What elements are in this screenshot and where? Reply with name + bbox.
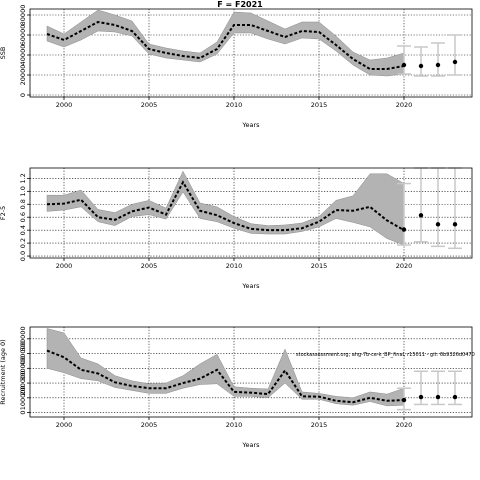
x-tick-label: 2020 [396,101,413,109]
x-axis-label: Years [241,441,260,449]
y-axis-label: F2-5 [0,206,7,220]
x-tick-label: 2020 [396,262,413,270]
median-line [46,349,405,404]
y-tick-label: 300000 [19,356,27,381]
y-tick-label: 200000 [19,371,27,396]
y-tick-label: 0.6 [19,212,27,222]
projection-point [435,222,441,227]
y-tick-label: 100000 [19,385,27,410]
y-tick-label: 60000 [19,25,27,46]
y-axis-label: Recruitment (age 0) [0,339,7,404]
median-line [46,20,405,70]
y-tick-label: 20000 [19,65,27,86]
projection-point [435,62,441,68]
y-tick-label: 1.0 [19,186,27,196]
x-tick-label: 2000 [56,101,73,109]
plot-frame [29,8,473,98]
x-axis-label: Years [241,282,260,290]
projection-point [401,62,407,68]
x-tick-label: 2010 [226,101,243,109]
x-tick-label: 2015 [311,262,328,270]
x-tick-label: 2010 [226,421,243,429]
median-line [46,180,405,232]
y-tick-label: 0.8 [19,199,27,209]
x-tick-label: 2005 [141,421,158,429]
projection-point [435,394,441,400]
projection-point [452,59,458,65]
x-axis-label: Years [241,121,260,129]
plot-frame [29,167,473,259]
y-tick-label: 0.4 [19,225,27,235]
x-tick-label: 2015 [311,421,328,429]
page-title: F = F2021 [217,0,263,9]
y-tick-label: 1.2 [19,173,27,183]
confidence-band [46,9,405,77]
x-tick-label: 2005 [141,101,158,109]
confidence-band [46,328,405,407]
x-tick-label: 2005 [141,262,158,270]
y-tick-label: 0 [19,93,27,97]
y-tick-label: 0.2 [19,238,27,248]
y-tick-label: 0 [19,411,27,415]
projection-point [401,397,407,403]
y-tick-label: 0.0 [19,251,27,261]
annotation-text: stockassessment.org, ahg-7b-ce-k_BP_fina… [296,352,475,358]
x-tick-label: 2000 [56,262,73,270]
y-tick-label: 400000 [19,341,27,366]
y-tick-label: 80000 [19,5,27,26]
projection-point [452,394,458,400]
projection-point [418,213,424,218]
projection-point [401,227,407,232]
projection-point [452,222,458,227]
confidence-band [46,170,405,246]
projection-point [418,394,424,400]
projection-point [418,63,424,69]
y-tick-label: 40000 [19,45,27,66]
x-tick-label: 2015 [311,101,328,109]
plot-frame [29,326,473,418]
x-tick-label: 2020 [396,421,413,429]
y-tick-label: 500000 [19,326,27,351]
x-tick-label: 2000 [56,421,73,429]
y-axis-label: SSB [0,47,7,60]
x-tick-label: 2010 [226,262,243,270]
